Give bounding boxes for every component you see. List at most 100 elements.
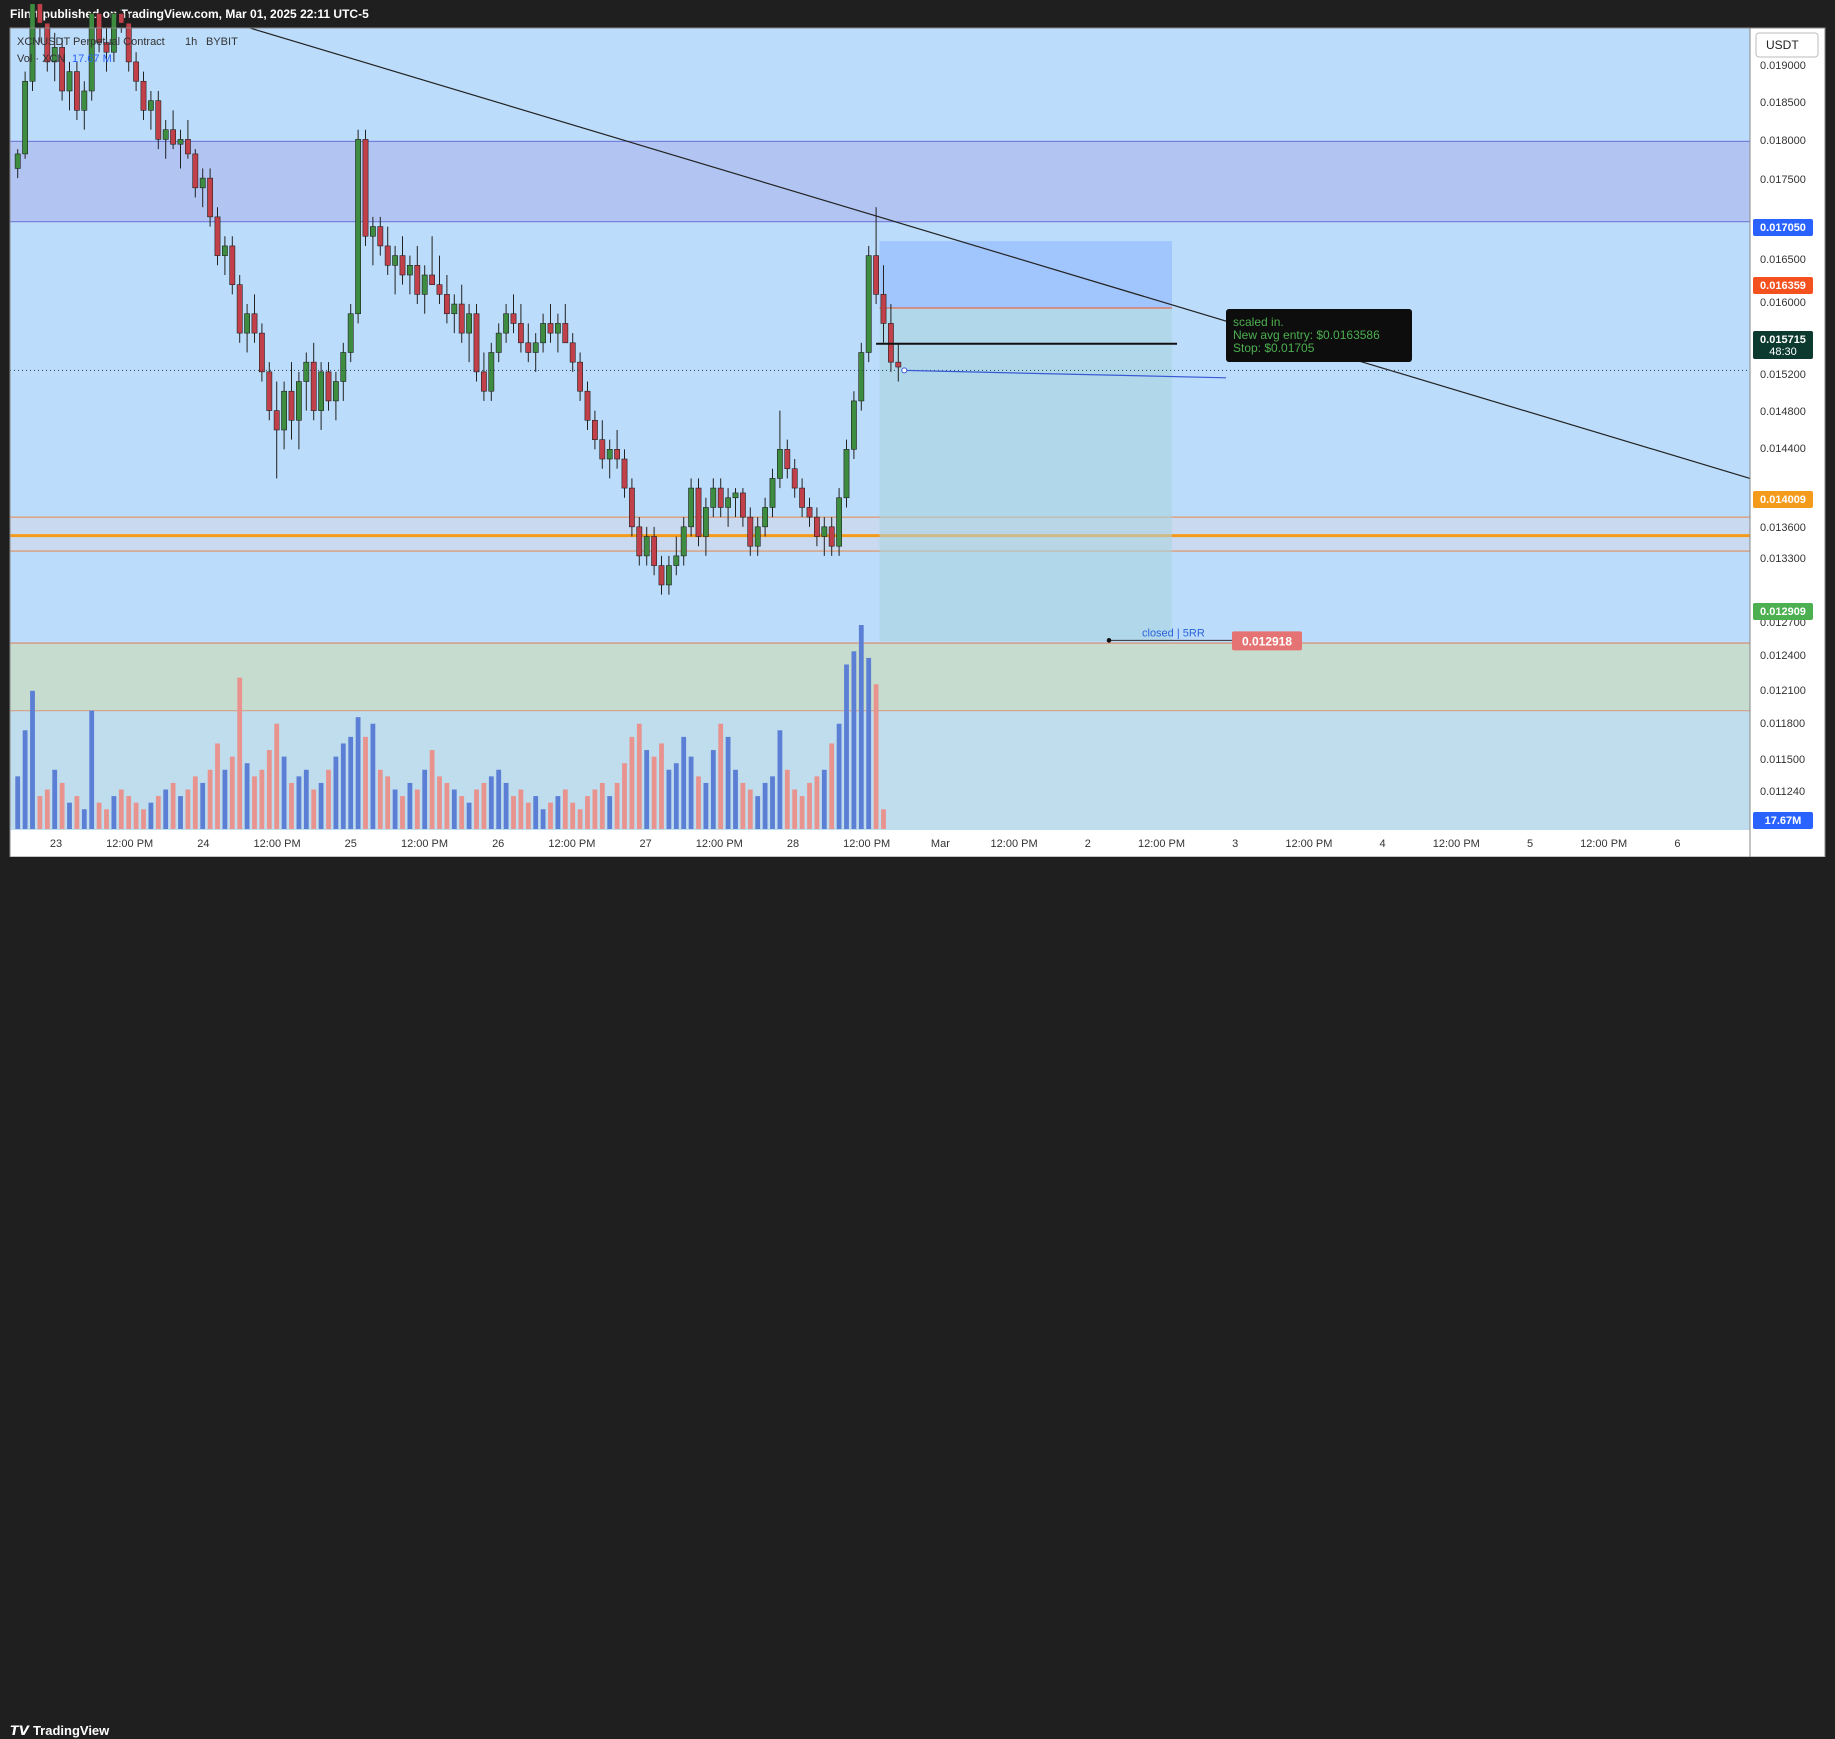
candle: [865, 245, 872, 363]
candle: [688, 478, 694, 537]
candle-body: [199, 177, 206, 189]
candle: [673, 536, 680, 576]
volume-bar: [466, 802, 472, 829]
volume-bar: [866, 657, 872, 829]
candle-body: [725, 497, 731, 508]
volume-bar: [703, 782, 709, 829]
candle: [399, 236, 406, 285]
candle: [762, 497, 768, 537]
candle-body: [148, 100, 154, 111]
tradingview-brand[interactable]: 𝙏𝙑 TradingView: [10, 1723, 109, 1739]
x-tick-label: 12:00 PM: [991, 838, 1038, 850]
candle-body: [503, 313, 509, 334]
volume-bar: [651, 756, 657, 829]
volume-bar: [281, 756, 287, 829]
volume-bar: [881, 809, 886, 829]
candle: [628, 478, 635, 537]
volume-bar: [311, 789, 317, 829]
volume-bar: [629, 736, 635, 829]
volume-bar: [192, 776, 198, 829]
candle: [562, 304, 569, 344]
candle-body: [525, 342, 532, 353]
price-tag: 17.67M: [1753, 812, 1813, 829]
volume-bar: [496, 769, 502, 829]
candle-body: [222, 245, 228, 256]
currency-button[interactable]: USDT: [1755, 32, 1819, 58]
candle: [406, 255, 413, 295]
volume-bar: [747, 789, 753, 829]
candle: [155, 90, 162, 150]
candle: [81, 81, 88, 130]
candle-body: [399, 255, 406, 276]
candle: [125, 13, 132, 72]
x-tick-label: 6: [1674, 838, 1680, 850]
volume-bar: [525, 802, 531, 829]
x-tick-label: 12:00 PM: [548, 838, 595, 850]
candle-body: [332, 381, 339, 402]
volume-bar: [792, 789, 798, 829]
y-tick-label: 0.012100: [1760, 685, 1806, 697]
candle: [258, 323, 265, 382]
candle: [103, 23, 110, 72]
volume-bar: [400, 796, 405, 829]
volume-bar: [355, 717, 361, 829]
x-tick-label: 4: [1380, 838, 1386, 850]
volume-bar: [725, 736, 731, 829]
candlestick-chart[interactable]: scaled in.New avg entry: $0.0163586Stop:…: [0, 0, 1835, 892]
tradingview-logo-icon: 𝙏𝙑: [10, 1723, 29, 1738]
candle-body: [266, 371, 273, 411]
volume-bar: [170, 782, 176, 829]
candle-body: [185, 139, 191, 155]
volume-bar: [673, 763, 679, 829]
candle-body: [873, 255, 879, 295]
volume-bar: [15, 776, 21, 829]
candle: [59, 37, 65, 101]
volume-bar: [81, 809, 87, 829]
candle: [584, 381, 591, 430]
candle: [725, 488, 731, 527]
annotation-line: Stop: $0.01705: [1233, 341, 1315, 355]
price-tag-bg: [1753, 277, 1813, 294]
candle: [355, 129, 361, 324]
volume-bar: [207, 769, 213, 829]
y-tick-label: 0.011240: [1760, 786, 1805, 798]
candle-body: [643, 536, 650, 557]
volume-bar: [511, 796, 516, 829]
candle-body: [540, 323, 546, 344]
candle: [813, 507, 820, 547]
candle: [488, 342, 495, 401]
y-tick-label: 0.019000: [1760, 60, 1806, 72]
candle-body: [599, 439, 606, 460]
candle-body: [776, 449, 783, 479]
volume-bar: [37, 796, 43, 829]
volume-bar: [215, 743, 220, 829]
candle: [569, 333, 576, 372]
volume-bar: [126, 796, 132, 829]
candle: [377, 216, 384, 256]
x-tick-label: 12:00 PM: [1433, 838, 1480, 850]
candle-body: [118, 13, 125, 24]
candle-body: [384, 245, 391, 266]
volume-bar: [607, 796, 613, 829]
volume-bar: [252, 776, 257, 829]
candle: [636, 517, 643, 566]
candle-body: [584, 390, 591, 421]
candle-body: [325, 371, 332, 402]
candle-body: [140, 80, 147, 111]
price-tag-label: 0.016359: [1760, 280, 1806, 292]
volume-bar: [89, 710, 95, 829]
candle-body: [14, 153, 21, 169]
candle-body: [658, 565, 665, 586]
y-tick-label: 0.018500: [1760, 97, 1806, 109]
volume-bar: [30, 690, 35, 829]
annotation-line: scaled in.: [1233, 315, 1284, 329]
candle: [414, 245, 421, 305]
candle: [443, 274, 450, 324]
candle-body: [347, 313, 354, 353]
volume-bar: [807, 782, 812, 829]
y-tick-label: 0.018000: [1760, 135, 1806, 147]
candle-body: [251, 313, 258, 334]
candle: [554, 313, 561, 353]
candle: [14, 149, 21, 179]
